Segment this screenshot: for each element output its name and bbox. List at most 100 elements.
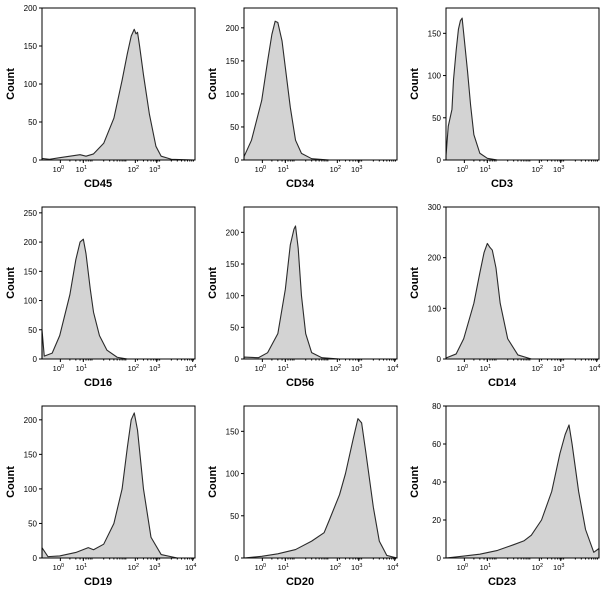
x-axis-label: CD45 — [84, 178, 112, 190]
x-tick-label: 103 — [149, 563, 160, 572]
y-tick-label: 20 — [432, 516, 441, 525]
y-tick-label: 150 — [226, 427, 240, 436]
x-tick-label: 103 — [553, 165, 564, 174]
plot-frame — [243, 7, 398, 161]
x-tick-label: 101 — [76, 165, 87, 174]
x-axis-label: CD34 — [286, 178, 315, 190]
y-tick-label: 100 — [428, 72, 442, 81]
y-tick-label: 50 — [28, 118, 37, 127]
y-tick-label: 50 — [230, 512, 239, 521]
x-tick-label: 101 — [480, 165, 491, 174]
y-axis-label: Count — [5, 68, 17, 100]
histogram-curve — [445, 424, 600, 559]
x-tick-label: 100 — [457, 563, 468, 572]
x-tick-label: 103 — [149, 364, 160, 373]
x-tick-label: 102 — [330, 563, 341, 572]
y-tick-label: 200 — [24, 238, 38, 247]
x-tick-label: 103 — [149, 165, 160, 174]
x-tick-label: 104 — [387, 364, 398, 373]
y-tick-label: 200 — [428, 254, 442, 263]
x-tick-label: 102 — [532, 364, 543, 373]
histogram-curve — [243, 418, 398, 559]
y-tick-label: 200 — [24, 416, 38, 425]
x-axis-label: CD20 — [286, 576, 314, 588]
y-tick-label: 0 — [235, 156, 240, 165]
y-tick-label: 80 — [432, 402, 441, 411]
x-tick-label: 101 — [480, 364, 491, 373]
x-tick-label: 100 — [255, 563, 266, 572]
y-tick-label: 150 — [226, 57, 240, 66]
x-tick-label: 100 — [255, 364, 266, 373]
y-tick-label: 100 — [24, 485, 38, 494]
y-tick-label: 0 — [235, 355, 240, 364]
x-tick-label: 100 — [457, 165, 468, 174]
x-tick-label: 101 — [278, 165, 289, 174]
y-tick-label: 50 — [432, 114, 441, 123]
y-tick-label: 150 — [24, 450, 38, 459]
x-tick-label: 101 — [480, 563, 491, 572]
x-tick-label: 100 — [53, 563, 64, 572]
y-tick-label: 0 — [235, 554, 240, 563]
y-axis-label: Count — [5, 466, 17, 498]
x-tick-label: 101 — [278, 364, 289, 373]
y-axis-label: Count — [409, 466, 421, 498]
x-tick-label: 102 — [128, 165, 139, 174]
histogram-curve — [243, 225, 398, 360]
x-tick-label: 101 — [76, 364, 87, 373]
y-tick-label: 150 — [226, 260, 240, 269]
histogram-curve — [445, 17, 600, 161]
x-tick-label: 104 — [185, 563, 196, 572]
x-tick-label: 101 — [278, 563, 289, 572]
y-tick-label: 0 — [437, 355, 442, 364]
y-tick-label: 50 — [230, 123, 239, 132]
x-tick-label: 103 — [553, 364, 564, 373]
x-axis-label: CD3 — [491, 178, 513, 190]
x-tick-label: 102 — [532, 563, 543, 572]
y-tick-label: 100 — [226, 90, 240, 99]
x-tick-label: 103 — [351, 364, 362, 373]
x-tick-label: 100 — [255, 165, 266, 174]
y-tick-label: 250 — [24, 209, 38, 218]
plot-frame — [445, 206, 600, 360]
y-axis-label: Count — [5, 267, 17, 299]
x-tick-label: 102 — [330, 165, 341, 174]
y-tick-label: 150 — [428, 29, 442, 38]
x-tick-label: 102 — [330, 364, 341, 373]
y-tick-label: 200 — [226, 228, 240, 237]
x-tick-label: 101 — [76, 563, 87, 572]
histogram-curve — [41, 28, 196, 161]
y-tick-label: 0 — [437, 156, 442, 165]
histogram-curve — [243, 20, 398, 161]
y-tick-label: 0 — [33, 554, 38, 563]
x-tick-label: 102 — [128, 364, 139, 373]
x-axis-label: CD56 — [286, 377, 314, 389]
histogram-curve — [41, 238, 196, 360]
y-tick-label: 200 — [226, 24, 240, 33]
x-tick-label: 104 — [387, 563, 398, 572]
y-tick-label: 100 — [24, 80, 38, 89]
x-tick-label: 104 — [185, 364, 196, 373]
y-tick-label: 0 — [33, 156, 38, 165]
x-tick-label: 103 — [553, 563, 564, 572]
plot-frame — [243, 206, 398, 360]
x-tick-label: 104 — [589, 364, 600, 373]
y-tick-label: 150 — [24, 42, 38, 51]
y-axis-label: Count — [409, 267, 421, 299]
x-tick-label: 103 — [351, 563, 362, 572]
y-tick-label: 0 — [437, 554, 442, 563]
x-axis-label: CD14 — [488, 377, 517, 389]
histogram-curve — [41, 412, 196, 559]
x-tick-label: 102 — [128, 563, 139, 572]
y-tick-label: 50 — [230, 323, 239, 332]
y-tick-label: 50 — [28, 326, 37, 335]
